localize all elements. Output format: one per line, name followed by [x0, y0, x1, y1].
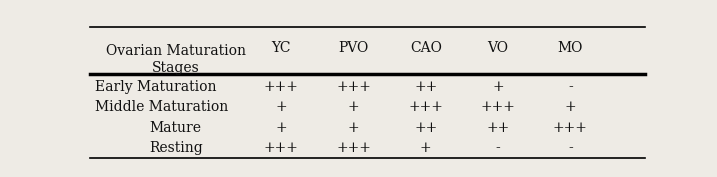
- Text: CAO: CAO: [410, 41, 442, 56]
- Text: VO: VO: [488, 41, 508, 56]
- Text: +: +: [275, 100, 287, 114]
- Text: +: +: [493, 80, 504, 94]
- Text: +++: +++: [336, 80, 371, 94]
- Text: +: +: [420, 141, 432, 155]
- Text: Ovarian Maturation
Stages: Ovarian Maturation Stages: [105, 44, 246, 75]
- Text: +: +: [564, 100, 576, 114]
- Text: +: +: [275, 121, 287, 135]
- Text: +++: +++: [264, 80, 299, 94]
- Text: +++: +++: [409, 100, 443, 114]
- Text: MO: MO: [558, 41, 583, 56]
- Text: +++: +++: [336, 141, 371, 155]
- Text: -: -: [568, 141, 573, 155]
- Text: +++: +++: [553, 121, 588, 135]
- Text: -: -: [568, 80, 573, 94]
- Text: ++: ++: [414, 121, 437, 135]
- Text: Middle Maturation: Middle Maturation: [95, 100, 229, 114]
- Text: ++: ++: [486, 121, 510, 135]
- Text: +: +: [348, 100, 359, 114]
- Text: PVO: PVO: [338, 41, 369, 56]
- Text: +++: +++: [264, 141, 299, 155]
- Text: Resting: Resting: [149, 141, 203, 155]
- Text: YC: YC: [272, 41, 291, 56]
- Text: Mature: Mature: [150, 121, 201, 135]
- Text: -: -: [495, 141, 500, 155]
- Text: +++: +++: [480, 100, 516, 114]
- Text: Early Maturation: Early Maturation: [95, 80, 217, 94]
- Text: +: +: [348, 121, 359, 135]
- Text: ++: ++: [414, 80, 437, 94]
